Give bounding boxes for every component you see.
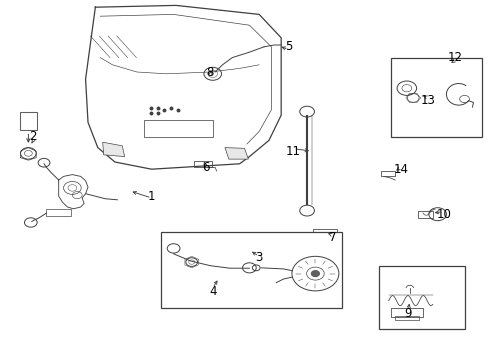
Text: 10: 10 — [436, 208, 450, 221]
Circle shape — [311, 271, 319, 276]
Text: 4: 4 — [208, 285, 216, 298]
Bar — [194, 161, 211, 167]
Text: 14: 14 — [393, 163, 407, 176]
Polygon shape — [102, 142, 124, 157]
Text: 1: 1 — [147, 190, 155, 203]
Bar — [394, 316, 418, 320]
Bar — [381, 171, 394, 176]
Bar — [390, 308, 422, 317]
Bar — [20, 112, 37, 130]
Text: 9: 9 — [404, 307, 411, 320]
Text: 6: 6 — [201, 161, 209, 174]
Bar — [378, 266, 464, 329]
Bar — [312, 229, 337, 238]
Text: 3: 3 — [255, 251, 263, 264]
Text: 13: 13 — [420, 94, 434, 107]
Bar — [161, 232, 342, 308]
Bar — [390, 58, 481, 137]
Polygon shape — [224, 148, 248, 159]
Bar — [144, 120, 212, 137]
Text: 2: 2 — [29, 130, 37, 143]
Text: 5: 5 — [284, 40, 292, 53]
Bar — [46, 209, 71, 216]
Text: 12: 12 — [447, 51, 461, 64]
Text: 7: 7 — [328, 231, 336, 244]
Text: 11: 11 — [285, 145, 300, 158]
Text: 8: 8 — [206, 66, 214, 78]
Bar — [417, 211, 432, 218]
